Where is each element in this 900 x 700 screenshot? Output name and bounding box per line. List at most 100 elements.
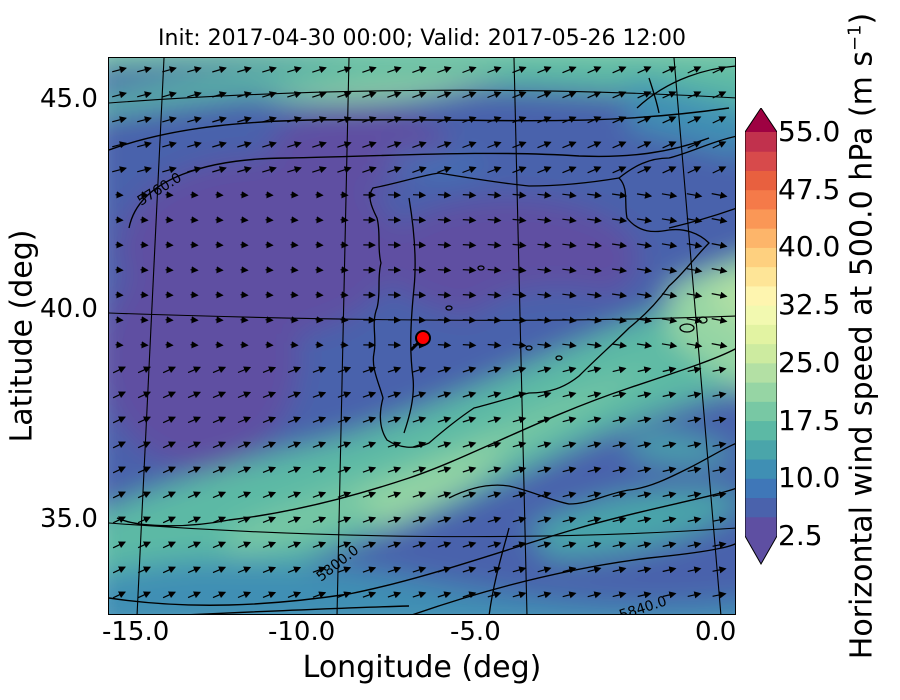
wind-arrow [262,166,277,174]
wind-arrow [162,541,176,549]
wind-arrow [687,366,702,374]
wind-arrow [487,491,502,499]
colorbar-segment [745,324,777,345]
colorbar-segment [745,459,777,479]
wind-arrow [487,91,502,99]
wind-arrow [412,141,427,149]
wind-arrow [587,241,602,249]
wind-arrow [587,116,602,124]
wind-arrow [712,466,727,474]
wind-arrow [112,391,126,399]
wind-arrow [112,91,127,99]
wind-arrow [662,416,677,424]
wind-arrow [287,541,302,549]
wind-arrow [437,266,452,274]
wind-arrow [287,566,302,574]
wind-arrow [387,66,402,74]
wind-arrow [337,166,352,174]
map-title: Init: 2017-04-30 00:00; Valid: 2017-05-2… [158,26,686,51]
wind-arrow [312,391,327,399]
wind-arrow [487,591,502,599]
wind-arrow [337,491,352,499]
wind-arrow [262,141,277,149]
wind-arrow [115,291,124,299]
wind-arrow [587,266,602,274]
colorbar-segment [745,266,777,287]
wind-arrow [687,591,702,599]
wind-arrow [686,291,703,299]
wind-arrow [137,366,151,374]
wind-arrow [537,491,552,499]
wind-arrow [290,316,299,324]
wind-arrow [587,441,602,449]
wind-arrow [636,241,653,249]
colorbar-segment [745,228,777,248]
wind-arrow [412,291,427,299]
wind-arrow [337,366,352,374]
wind-arrow [562,366,577,374]
wind-arrow [637,441,652,449]
wind-arrow [215,291,224,299]
wind-arrow [140,291,149,299]
wind-arrow [712,116,727,124]
wind-arrow [137,116,152,124]
wind-arrow [412,466,427,474]
wind-arrow [212,466,227,474]
wind-arrow [462,266,477,274]
wind-arrow [587,341,602,349]
colorbar-segment [745,132,777,152]
colorbar-under-extend [745,536,777,564]
wind-arrow [562,91,577,99]
wind-arrow [462,66,477,74]
wind-arrow [687,441,702,449]
wind-arrow [587,541,602,549]
wind-arrow [487,266,502,274]
wind-arrow [162,491,176,499]
wind-arrow [212,591,227,599]
wind-arrow [462,166,477,174]
wind-arrow [437,291,452,299]
colorbar-segment [745,247,777,268]
wind-arrow [187,441,201,449]
wind-arrow [512,241,527,249]
wind-arrow [162,416,176,424]
wind-arrow [262,466,277,474]
wind-arrow [437,516,452,524]
wind-arrow [537,291,552,299]
wind-arrow [587,141,602,149]
wind-arrow [462,191,477,199]
wind-arrow [162,166,177,174]
wind-arrow [437,216,452,224]
wind-arrow [612,316,628,324]
wind-arrow [140,191,149,199]
wind-arrow [437,466,452,474]
colorbar-segment [745,208,777,229]
wind-arrow [512,516,527,524]
wind-arrow [112,541,126,549]
wind-arrow [112,441,126,449]
wind-arrow [437,591,452,599]
wind-arrow [462,391,477,399]
wind-arrow [162,116,177,124]
wind-arrow [362,441,377,449]
wind-arrow [711,241,728,249]
y-axis-label: Latitude (deg) [4,229,40,443]
wind-arrow [562,191,577,199]
wind-arrow [537,341,552,349]
wind-arrow [237,166,252,174]
wind-arrow [636,216,653,224]
wind-arrow [240,191,249,199]
wind-arrow [462,466,477,474]
wind-arrow [387,491,402,499]
wind-arrow [115,341,124,349]
wind-arrow [712,416,727,424]
wind-arrow [512,316,527,324]
wind-arrow [140,266,149,274]
wind-arrow [115,241,124,249]
wind-arrow [262,516,277,524]
wind-arrow [662,91,677,99]
wind-arrow [287,66,302,74]
wind-arrow [711,266,728,274]
wind-arrow [661,266,678,274]
wind-arrow [562,441,577,449]
